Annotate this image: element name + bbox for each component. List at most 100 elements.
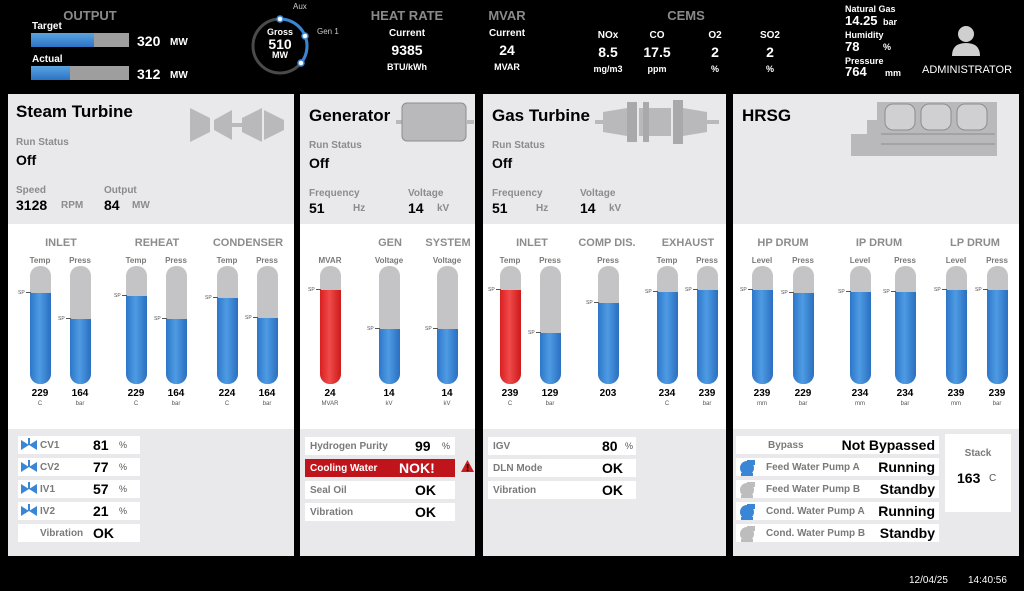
generator-volt-unit: kV [437, 203, 450, 214]
steam-run-value: Off [16, 152, 37, 168]
valve-row[interactable]: IV1 57% [18, 480, 140, 498]
steam-speed-label: Speed [16, 185, 47, 196]
bar-sub-label: Temp [216, 256, 238, 265]
cems-value: 2 [766, 44, 774, 60]
level-bar [752, 266, 773, 384]
header-bar: OUTPUT Target 320 MW Actual 312 MW Aux G… [0, 0, 1024, 86]
bar-sub-label: Level [751, 256, 773, 265]
status-row[interactable]: Hydrogen Purity 99% [305, 437, 455, 455]
level-bar-fill [30, 293, 51, 384]
valve-row[interactable]: CV1 81% [18, 436, 140, 454]
bar-sub-label: Press [165, 256, 187, 265]
level-bar-fill [793, 293, 814, 384]
target-unit: MW [170, 37, 188, 48]
setpoint-marker: SP [308, 286, 321, 293]
valve-value: 57 [93, 481, 109, 497]
valve-icon [21, 482, 37, 494]
bar-value: 239 [753, 388, 771, 399]
bar-unit: bar [171, 401, 181, 407]
level-bar-fill [598, 302, 619, 384]
setpoint-marker: SP [645, 288, 658, 295]
bar-sub-label: Temp [499, 256, 521, 265]
mvar-title: MVAR [488, 8, 526, 23]
status-row[interactable]: DLN Mode OK [488, 459, 636, 477]
level-bar [70, 266, 91, 384]
status-row[interactable]: Vibration OK [305, 503, 455, 521]
bar-group-title: INLET [516, 237, 548, 249]
level-bar [257, 266, 278, 384]
status-row[interactable]: Vibration OK [488, 481, 636, 499]
target-label: Target [32, 21, 62, 32]
cems-value: 17.5 [643, 44, 671, 60]
level-bar [437, 266, 458, 384]
status-label: IGV [493, 441, 511, 452]
hrsg-panel: HRSG HP DRUM IP DRUM LP DRUM Level SP 239 mm Pr… [733, 94, 1019, 556]
footer-time: 14:40:56 [968, 575, 1007, 586]
hrsg-bars-area [733, 224, 1019, 429]
bar-group-title: EXHAUST [661, 237, 715, 249]
generator-freq-value: 51 [309, 200, 325, 216]
status-value: 80 [602, 438, 618, 454]
level-bar-fill [126, 295, 147, 384]
cems-name: SO2 [759, 30, 780, 41]
bar-sub-label: Level [945, 256, 967, 265]
bar-value: 229 [127, 388, 145, 399]
gauge-unit: MW [272, 50, 288, 60]
bar-group-title: REHEAT [134, 237, 180, 249]
bar-sub-label: Voltage [374, 256, 404, 265]
heat-rate-unit: BTU/kWh [387, 62, 427, 72]
generator-panel: Generator Run Status Off Frequency 51 Hz… [300, 94, 475, 556]
pressure-unit: mm [885, 68, 902, 78]
valve-row[interactable]: CV2 77% [18, 458, 140, 476]
valve-icon [21, 460, 37, 472]
mvar-value: 24 [499, 42, 515, 58]
status-label: Cond. Water Pump A [766, 506, 865, 517]
status-row[interactable]: Feed Water Pump B Standby [736, 480, 939, 498]
status-row[interactable]: Feed Water Pump A Running [736, 458, 939, 476]
setpoint-marker: SP [740, 286, 753, 293]
setpoint-marker: SP [154, 316, 167, 323]
bar-value: 129 [541, 388, 559, 399]
cems-value: 2 [711, 44, 719, 60]
user-avatar-icon[interactable] [950, 24, 982, 56]
valve-row[interactable]: IV2 21% [18, 502, 140, 520]
level-bar [697, 266, 718, 384]
bar-value: 164 [71, 388, 89, 399]
bar-group-title: CONDENSER [212, 237, 284, 249]
gas-run-value: Off [492, 155, 513, 171]
status-row[interactable]: Cond. Water Pump A Running [736, 502, 939, 520]
setpoint-marker: SP [586, 299, 599, 306]
bar-sub-label: Press [539, 256, 561, 265]
pump-icon [740, 526, 755, 542]
alarm-warning-icon[interactable] [460, 459, 475, 473]
steam-vibration-label: Vibration [40, 528, 84, 539]
bar-unit: C [224, 401, 230, 407]
bar-value: 203 [599, 388, 617, 399]
bar-sub-label: Press [597, 256, 619, 265]
valve-label: CV1 [40, 440, 60, 451]
status-row[interactable]: Bypass Not Bypassed [736, 436, 939, 454]
status-row[interactable]: Cond. Water Pump B Standby [736, 524, 939, 542]
status-row[interactable]: Seal Oil OK [305, 481, 455, 499]
bar-group-title: SYSTEM [425, 237, 471, 249]
status-label: Hydrogen Purity [310, 441, 388, 452]
bar-unit: mm [757, 401, 767, 407]
status-value: OK [415, 482, 436, 498]
steam-bars-area [8, 224, 294, 429]
user-name[interactable]: ADMINISTRATOR [922, 64, 1013, 76]
bar-sub-label: Voltage [432, 256, 462, 265]
cooling-water-alarm-row[interactable]: Cooling Water NOK! [305, 459, 455, 477]
bar-value: 14 [441, 388, 453, 399]
actual-bar-fill [31, 66, 71, 80]
stack-box: Stack 163 C [945, 434, 1011, 512]
level-bar-fill [752, 289, 773, 384]
bar-sub-label: Temp [656, 256, 678, 265]
steam-turbine-icon [190, 108, 284, 142]
bar-unit: bar [702, 401, 712, 407]
cems-unit: % [710, 64, 719, 74]
status-row[interactable]: IGV 80% [488, 437, 636, 455]
gas-volt-label: Voltage [580, 188, 616, 199]
level-bar-fill [437, 328, 458, 384]
footer-date: 12/04/25 [909, 575, 948, 586]
setpoint-marker: SP [114, 292, 127, 299]
